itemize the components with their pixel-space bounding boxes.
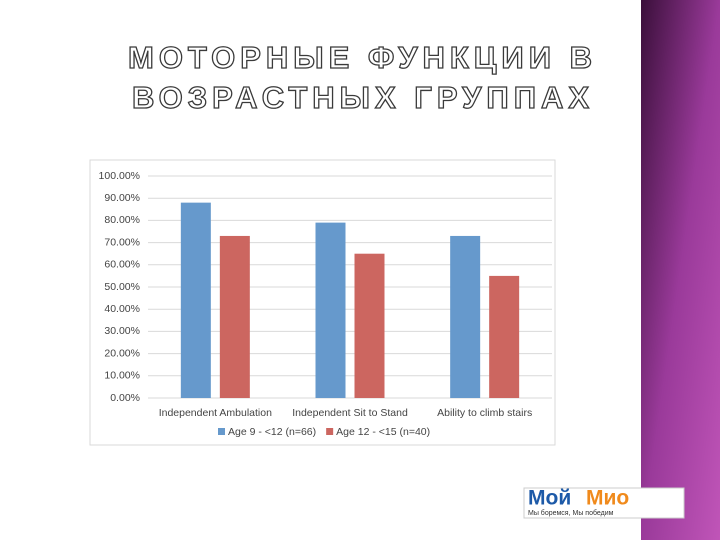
slide-title: ВОЗРАСТНЫХ ГРУППАХ (132, 80, 594, 115)
bar (450, 235, 481, 398)
y-tick-label: 90.00% (104, 192, 140, 204)
y-tick-label: 60.00% (104, 259, 140, 271)
legend-label: Age 9 - <12 (n=66) (228, 426, 316, 438)
y-tick-label: 40.00% (104, 303, 140, 315)
y-tick-label: 70.00% (104, 236, 140, 248)
logo-tagline: Мы боремся, Мы победим (528, 509, 614, 517)
logo-text: Мой (528, 487, 571, 510)
chart: 0.00% 10.00% 20.00% 30.00% 40.00% 50.00% 60.00… (99, 170, 552, 438)
logo-text: Мио (586, 487, 629, 510)
y-tick-label: 10.00% (104, 370, 140, 382)
y-tick-label: 80.00% (104, 214, 140, 226)
bar (489, 275, 520, 398)
legend-label: Age 12 - <15 (n=40) (336, 426, 430, 438)
y-tick-label: 100.00% (99, 170, 140, 182)
y-tick-label: 20.00% (104, 347, 140, 359)
y-tick-label: 30.00% (104, 325, 140, 337)
bar (180, 202, 211, 398)
logo: Мой Мио Мы боремся, Мы победим (523, 487, 685, 519)
legend-swatch (326, 428, 334, 435)
slide-title: МОТОРНЫЕ ФУНКЦИИ В (128, 40, 597, 75)
logo-box (523, 487, 685, 519)
bar (315, 222, 346, 398)
x-tick-label: Independent Sit to Stand (292, 407, 408, 419)
legend-swatch (218, 428, 225, 435)
x-tick-label: Ability to climb stairs (437, 407, 532, 419)
y-tick-label: 50.00% (104, 281, 140, 293)
bar (354, 253, 385, 398)
y-tick-label: 0.00% (110, 392, 140, 404)
x-tick-label: Independent Ambulation (159, 407, 272, 419)
side-strip (641, 0, 720, 540)
bar (219, 235, 250, 398)
